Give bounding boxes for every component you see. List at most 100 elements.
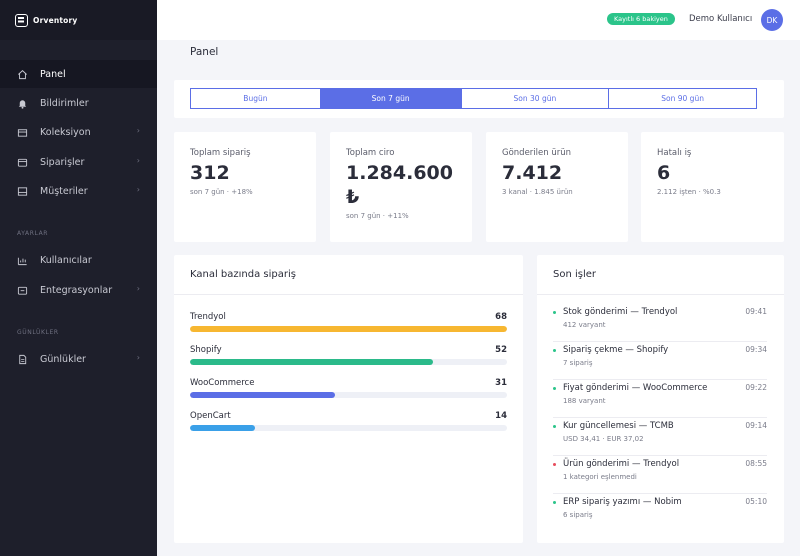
channel-name: WooCommerce <box>190 378 255 388</box>
channel-name: Trendyol <box>190 312 226 322</box>
sidebar-item-koleksiyon[interactable]: Koleksiyon › <box>0 118 157 146</box>
chevron-right-icon: › <box>136 185 140 194</box>
sidebar-item-label: Siparişler <box>40 156 85 168</box>
job-subtext: 7 sipariş <box>563 359 593 367</box>
sidebar: Orventory Panel Bildirimler Koleksiyon ›… <box>0 0 157 556</box>
list-item[interactable]: Ürün gönderimi — Trendyol 1 kategori eşl… <box>553 456 767 494</box>
stat-value: 1.284.600 ₺ <box>346 162 453 208</box>
job-time: 09:41 <box>745 307 767 316</box>
job-subtext: 6 sipariş <box>563 511 593 519</box>
sidebar-item-label: Kullanıcılar <box>40 254 92 266</box>
list-item[interactable]: ERP sipariş yazımı — Nobim 6 sipariş 05:… <box>553 494 767 532</box>
stat-subtext: son 7 gün · +11% <box>346 212 409 220</box>
status-dot <box>553 425 556 428</box>
sidebar-item-label: Müşteriler <box>40 185 88 197</box>
status-dot <box>553 349 556 352</box>
job-time: 09:14 <box>745 421 767 430</box>
chevron-right-icon: › <box>136 284 140 293</box>
channel-count: 68 <box>495 312 507 322</box>
tab-bugun[interactable]: Bugün <box>190 88 321 109</box>
user-name[interactable]: Demo Kullanıcı <box>689 14 753 24</box>
sidebar-item-label: Entegrasyonlar <box>40 284 113 296</box>
brand-name: Orventory <box>33 15 78 25</box>
sidebar-item-bildirimler[interactable]: Bildirimler <box>0 89 157 117</box>
tab-son-7-gun[interactable]: Son 7 gün <box>319 88 462 109</box>
avatar[interactable]: DK <box>761 9 783 31</box>
period-filter-card: Bugün Son 7 gün Son 30 gün Son 90 gün <box>174 80 784 118</box>
stat-value: 6 <box>657 162 671 184</box>
chevron-right-icon: › <box>136 126 140 135</box>
job-time: 09:22 <box>745 383 767 392</box>
stat-card-orders: Toplam sipariş 312 son 7 gün · +18% <box>174 132 316 242</box>
job-title: Fiyat gönderimi — WooCommerce <box>563 383 708 393</box>
job-subtext: USD 34,41 · EUR 37,02 <box>563 435 644 443</box>
progress-fill <box>190 425 256 431</box>
channel-count: 31 <box>495 378 507 388</box>
status-dot <box>553 463 556 466</box>
progress-track <box>190 425 507 431</box>
progress-track <box>190 392 507 398</box>
job-time: 05:10 <box>745 497 767 506</box>
list-item[interactable]: Sipariş çekme — Shopify 7 sipariş 09:34 <box>553 342 767 380</box>
tab-son-30-gun[interactable]: Son 30 gün <box>460 88 610 109</box>
chevron-right-icon: › <box>136 156 140 165</box>
stat-card-revenue: Toplam ciro 1.284.600 ₺ son 7 gün · +11% <box>330 132 472 242</box>
job-title: ERP sipariş yazımı — Nobim <box>563 497 682 507</box>
chevron-right-icon: › <box>136 353 140 362</box>
channel-item-opencart: OpenCart 14 <box>190 411 507 431</box>
sidebar-item-label: Panel <box>40 68 66 80</box>
progress-fill <box>190 392 335 398</box>
user-group-icon <box>17 255 28 266</box>
logo-icon <box>15 13 28 27</box>
sidebar-item-gunlukler[interactable]: Günlükler › <box>0 345 157 373</box>
page-title: Panel <box>190 46 219 58</box>
stat-subtext: 3 kanal · 1.845 ürün <box>502 188 573 196</box>
progress-fill <box>190 326 507 332</box>
stat-label: Hatalı iş <box>657 148 692 158</box>
sidebar-item-panel[interactable]: Panel <box>0 60 157 88</box>
job-subtext: 1 kategori eşlenmedi <box>563 473 637 481</box>
job-time: 08:55 <box>745 459 767 468</box>
job-title: Stok gönderimi — Trendyol <box>563 307 678 317</box>
sidebar-item-musteriler[interactable]: Müşteriler › <box>0 177 157 205</box>
job-title: Sipariş çekme — Shopify <box>563 345 669 355</box>
status-badge[interactable]: Kayıtlı 6 bakiyen <box>607 13 675 25</box>
sidebar-item-label: Bildirimler <box>40 97 89 109</box>
recent-jobs-panel: Son işler Stok gönderimi — Trendyol 412 … <box>537 255 784 543</box>
job-time: 09:34 <box>745 345 767 354</box>
status-dot <box>553 311 556 314</box>
document-icon <box>17 354 28 365</box>
box-icon <box>17 127 28 138</box>
progress-track <box>190 359 507 365</box>
channel-item-trendyol: Trendyol 68 <box>190 312 507 332</box>
channel-item-shopify: Shopify 52 <box>190 345 507 365</box>
sidebar-item-kullanicilar[interactable]: Kullanıcılar <box>0 246 157 274</box>
list-item[interactable]: Stok gönderimi — Trendyol 412 varyant 09… <box>553 304 767 342</box>
tab-son-90-gun[interactable]: Son 90 gün <box>608 88 757 109</box>
cart-icon <box>17 157 28 168</box>
sidebar-item-label: Koleksiyon <box>40 126 91 138</box>
status-dot <box>553 501 556 504</box>
panel-title: Kanal bazında sipariş <box>174 255 523 295</box>
stat-subtext: 2.112 işten · %0.3 <box>657 188 721 196</box>
channel-count: 52 <box>495 345 507 355</box>
channel-orders-panel: Kanal bazında sipariş Trendyol 68 Shopif… <box>174 255 523 543</box>
brand[interactable]: Orventory <box>0 0 157 40</box>
sidebar-item-siparisler[interactable]: Siparişler › <box>0 148 157 176</box>
plug-icon <box>17 285 28 296</box>
sidebar-item-entegrasyonlar[interactable]: Entegrasyonlar › <box>0 276 157 304</box>
stat-value: 7.412 <box>502 162 563 184</box>
list-item[interactable]: Kur güncellemesi — TCMB USD 34,41 · EUR … <box>553 418 767 456</box>
sidebar-item-label: Günlükler <box>40 353 86 365</box>
job-title: Kur güncellemesi — TCMB <box>563 421 674 431</box>
stat-label: Gönderilen ürün <box>502 148 571 158</box>
period-tabs: Bugün Son 7 gün Son 30 gün Son 90 gün <box>190 88 757 109</box>
list-item[interactable]: Fiyat gönderimi — WooCommerce 188 varyan… <box>553 380 767 418</box>
status-dot <box>553 387 556 390</box>
job-title: Ürün gönderimi — Trendyol <box>563 459 680 469</box>
channel-item-woocommerce: WooCommerce 31 <box>190 378 507 398</box>
channel-count: 14 <box>495 411 507 421</box>
job-subtext: 188 varyant <box>563 397 606 405</box>
top-header: Kayıtlı 6 bakiyen Demo Kullanıcı DK <box>157 0 800 40</box>
home-icon <box>17 69 28 80</box>
